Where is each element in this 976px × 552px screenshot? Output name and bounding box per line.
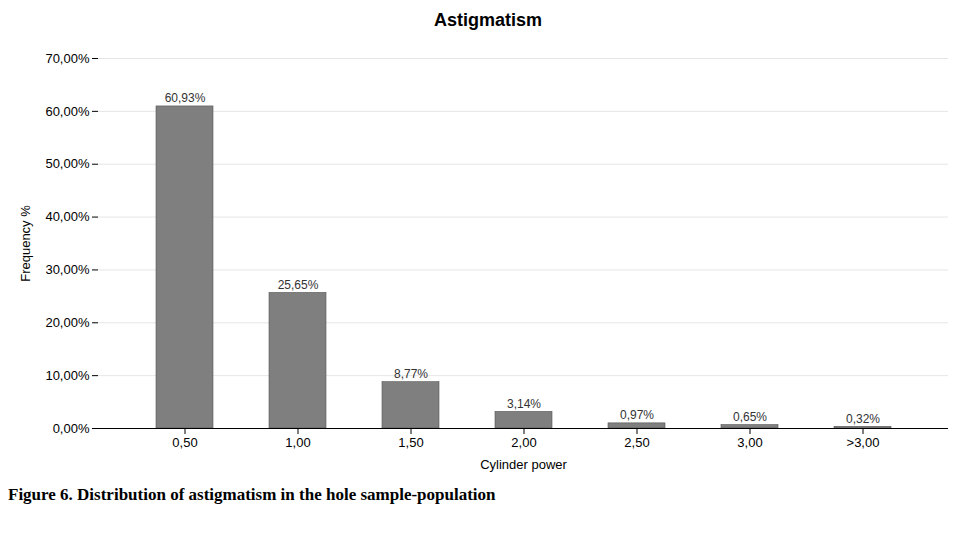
svg-text:50,00%: 50,00% — [45, 156, 90, 171]
svg-text:60,00%: 60,00% — [45, 104, 90, 119]
svg-text:Frequency %: Frequency % — [18, 205, 33, 282]
svg-text:1,00: 1,00 — [285, 435, 310, 450]
svg-text:70,00%: 70,00% — [45, 51, 90, 66]
svg-text:2,50: 2,50 — [624, 435, 649, 450]
svg-text:1,50: 1,50 — [398, 435, 423, 450]
svg-text:3,00: 3,00 — [737, 435, 762, 450]
svg-text:20,00%: 20,00% — [45, 315, 90, 330]
svg-text:25,65%: 25,65% — [278, 278, 319, 292]
svg-text:8,77%: 8,77% — [394, 367, 428, 381]
svg-text:60,93%: 60,93% — [165, 91, 206, 105]
svg-text:30,00%: 30,00% — [45, 262, 90, 277]
svg-text:3,14%: 3,14% — [507, 397, 541, 411]
svg-text:0,97%: 0,97% — [620, 408, 654, 422]
svg-text:0,00%: 0,00% — [53, 421, 90, 436]
svg-text:2,00: 2,00 — [511, 435, 536, 450]
html-text:Figure 6. Distribution of asti: Figure 6. Distribution of astigmatism in… — [8, 485, 496, 504]
svg-text:Cylinder power: Cylinder power — [480, 457, 567, 472]
svg-text:>3,00: >3,00 — [847, 435, 880, 450]
html-text:Astigmatism: Astigmatism — [434, 10, 542, 30]
svg-text:10,00%: 10,00% — [45, 368, 90, 383]
svg-text:0,65%: 0,65% — [733, 410, 767, 424]
svg-text:40,00%: 40,00% — [45, 209, 90, 224]
svg-text:0,50: 0,50 — [172, 435, 197, 450]
svg-text:0,32%: 0,32% — [846, 412, 880, 426]
